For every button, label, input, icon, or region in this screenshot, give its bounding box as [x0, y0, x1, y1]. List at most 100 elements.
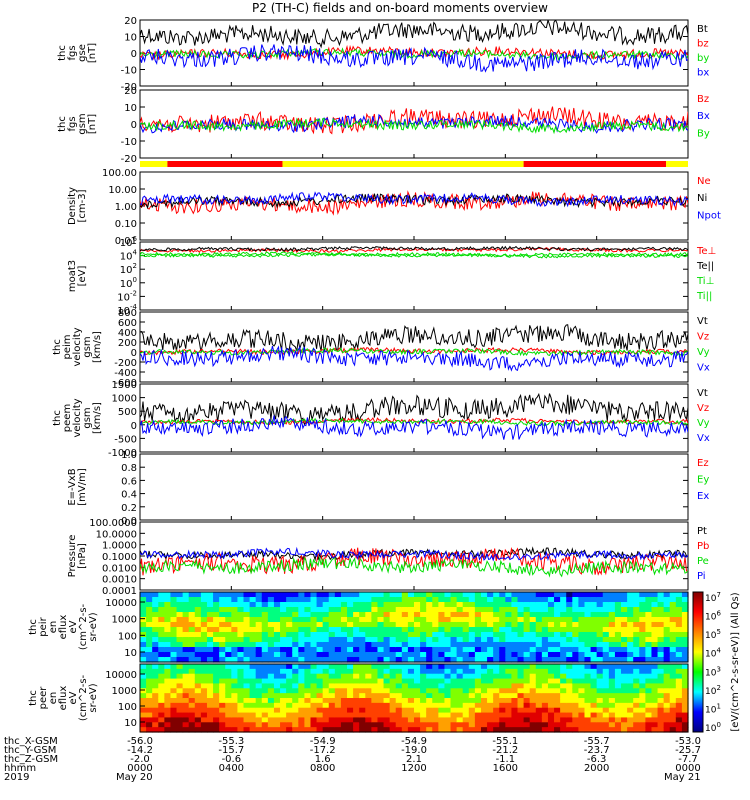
electron-energy-flux-cell: [213, 707, 220, 714]
ion-energy-flux-cell: [554, 647, 561, 653]
electron-energy-flux-cell: [493, 678, 500, 685]
ion-energy-flux-cell: [237, 622, 245, 628]
ion-energy-flux-cell: [426, 627, 433, 633]
electron-energy-flux-cell: [517, 702, 525, 709]
ion-energy-flux-cells: [140, 592, 689, 663]
electron-energy-flux-cell: [554, 727, 561, 733]
electron-energy-flux-cell: [517, 712, 525, 719]
electron-energy-flux-cell: [347, 727, 354, 733]
electron-energy-flux-cell: [328, 717, 336, 723]
electron-energy-flux-cell: [468, 673, 476, 680]
electron-energy-flux-cell: [371, 693, 379, 699]
ion-energy-flux-cell: [487, 632, 494, 638]
ion-energy-flux-cell: [541, 642, 549, 648]
electron-energy-flux-cell: [146, 698, 153, 704]
electron-energy-flux-cell: [554, 698, 561, 704]
electron-energy-flux-cell: [328, 664, 336, 670]
electron-energy-flux-cell: [407, 722, 415, 728]
electron-energy-flux-cell: [487, 678, 494, 685]
ion-energy-flux-cell: [560, 652, 567, 658]
ion-energy-flux-cell: [450, 652, 458, 658]
electron-energy-flux-cell: [231, 673, 239, 680]
x-axis-value: -0.6: [222, 754, 242, 765]
ion-energy-flux-cell: [663, 642, 671, 648]
electron-energy-flux-cell: [681, 702, 689, 709]
ion-energy-flux-cell: [456, 637, 464, 643]
electron-energy-flux-cell: [560, 702, 567, 709]
ion-energy-flux-cell: [383, 607, 391, 613]
ion-energy-flux-cell: [657, 602, 665, 608]
ion-energy-flux-cell: [584, 632, 592, 638]
electron-energy-flux-cell: [560, 678, 567, 685]
ion-energy-flux-cell: [407, 637, 415, 643]
ion-energy-flux-cell: [456, 607, 464, 613]
ion-energy-flux-cell: [493, 597, 500, 603]
ion-energy-flux-cell: [316, 627, 324, 633]
ion-velocity-ylabel: [km/s]: [92, 331, 103, 363]
ion-energy-flux-cell: [493, 632, 500, 638]
ion-energy-flux-cell: [438, 592, 446, 598]
electron-energy-flux-cell: [237, 673, 245, 680]
ion-energy-flux-cell: [663, 647, 671, 653]
electron-energy-flux-cell: [213, 688, 220, 694]
electron-energy-flux-cell: [596, 702, 604, 709]
electron-energy-flux-cell: [578, 683, 586, 689]
electron-energy-flux-cell: [432, 712, 439, 719]
electron-energy-flux-cell: [456, 688, 464, 694]
ion-energy-flux-cell: [188, 637, 196, 643]
ion-energy-flux-cell: [365, 622, 372, 628]
ion-energy-flux-cell: [621, 632, 628, 638]
ion-energy-flux-cell: [602, 637, 610, 643]
electron-energy-flux-cell: [347, 698, 354, 704]
electron-energy-flux-cell: [560, 683, 567, 689]
ion-energy-flux-cell: [627, 612, 634, 618]
electron-energy-flux-cell: [164, 717, 172, 723]
electron-energy-flux-cell: [389, 668, 397, 675]
ion-energy-flux-cell: [371, 602, 379, 608]
electron-energy-flux-cell: [499, 678, 506, 685]
electron-energy-flux-cell: [493, 688, 500, 694]
ion-energy-flux-cell: [529, 652, 537, 658]
ion-energy-flux-cell: [365, 602, 372, 608]
colorbar-tick-exp: 5: [716, 628, 720, 636]
ion-energy-flux-cell: [328, 617, 336, 623]
x-axis-value: -14.2: [127, 745, 153, 756]
ion-energy-flux-cell: [414, 657, 421, 663]
pressure-legend-2: Pe: [697, 556, 709, 567]
electron-energy-flux-cell: [164, 712, 172, 719]
electron-energy-flux-cell: [450, 673, 458, 680]
colorbar-tick-label: 105: [705, 628, 721, 641]
electron-energy-flux-cell: [267, 702, 275, 709]
ion-energy-flux-cell: [140, 602, 147, 608]
ion-energy-flux-cell: [414, 647, 421, 653]
electron-energy-flux-cell: [608, 673, 616, 680]
ion-energy-flux-cell: [206, 602, 214, 608]
ion-energy-flux-cell: [347, 612, 354, 618]
ion-energy-flux-cell: [158, 622, 165, 628]
electron-energy-flux-cell: [651, 668, 659, 675]
electric-field-legend-2: Ex: [697, 491, 709, 502]
electron-energy-flux-cell: [669, 688, 677, 694]
electron-energy-flux-cell: [420, 673, 427, 680]
electron-energy-flux-cell: [395, 698, 403, 704]
x-axis-value: -6.3: [587, 754, 607, 765]
ion-energy-flux-cell: [566, 612, 573, 618]
ion-energy-flux-cell: [438, 632, 446, 638]
ion-energy-flux-cell: [499, 627, 506, 633]
electron-energy-flux-cell: [541, 698, 549, 704]
ion-energy-flux-cell: [420, 652, 427, 658]
fgs-gse-legend-1: bz: [697, 39, 709, 50]
ion-energy-flux-cell: [200, 607, 208, 613]
electron-energy-flux-cell: [578, 678, 586, 685]
electron-energy-flux-cell: [487, 664, 494, 670]
ion-energy-flux-cell: [529, 642, 537, 648]
electron-energy-flux-cell: [560, 693, 567, 699]
electron-energy-flux-ytick-label: 10000: [105, 670, 137, 681]
ion-energy-flux-cell: [444, 652, 452, 658]
ion-energy-flux-cell: [243, 597, 251, 603]
ion-energy-flux-cell: [237, 607, 245, 613]
ion-energy-flux-cell: [395, 642, 403, 648]
electron-energy-flux-cell: [487, 693, 494, 699]
electron-energy-flux-cell: [572, 717, 579, 723]
ion-energy-flux-cell: [633, 652, 640, 658]
